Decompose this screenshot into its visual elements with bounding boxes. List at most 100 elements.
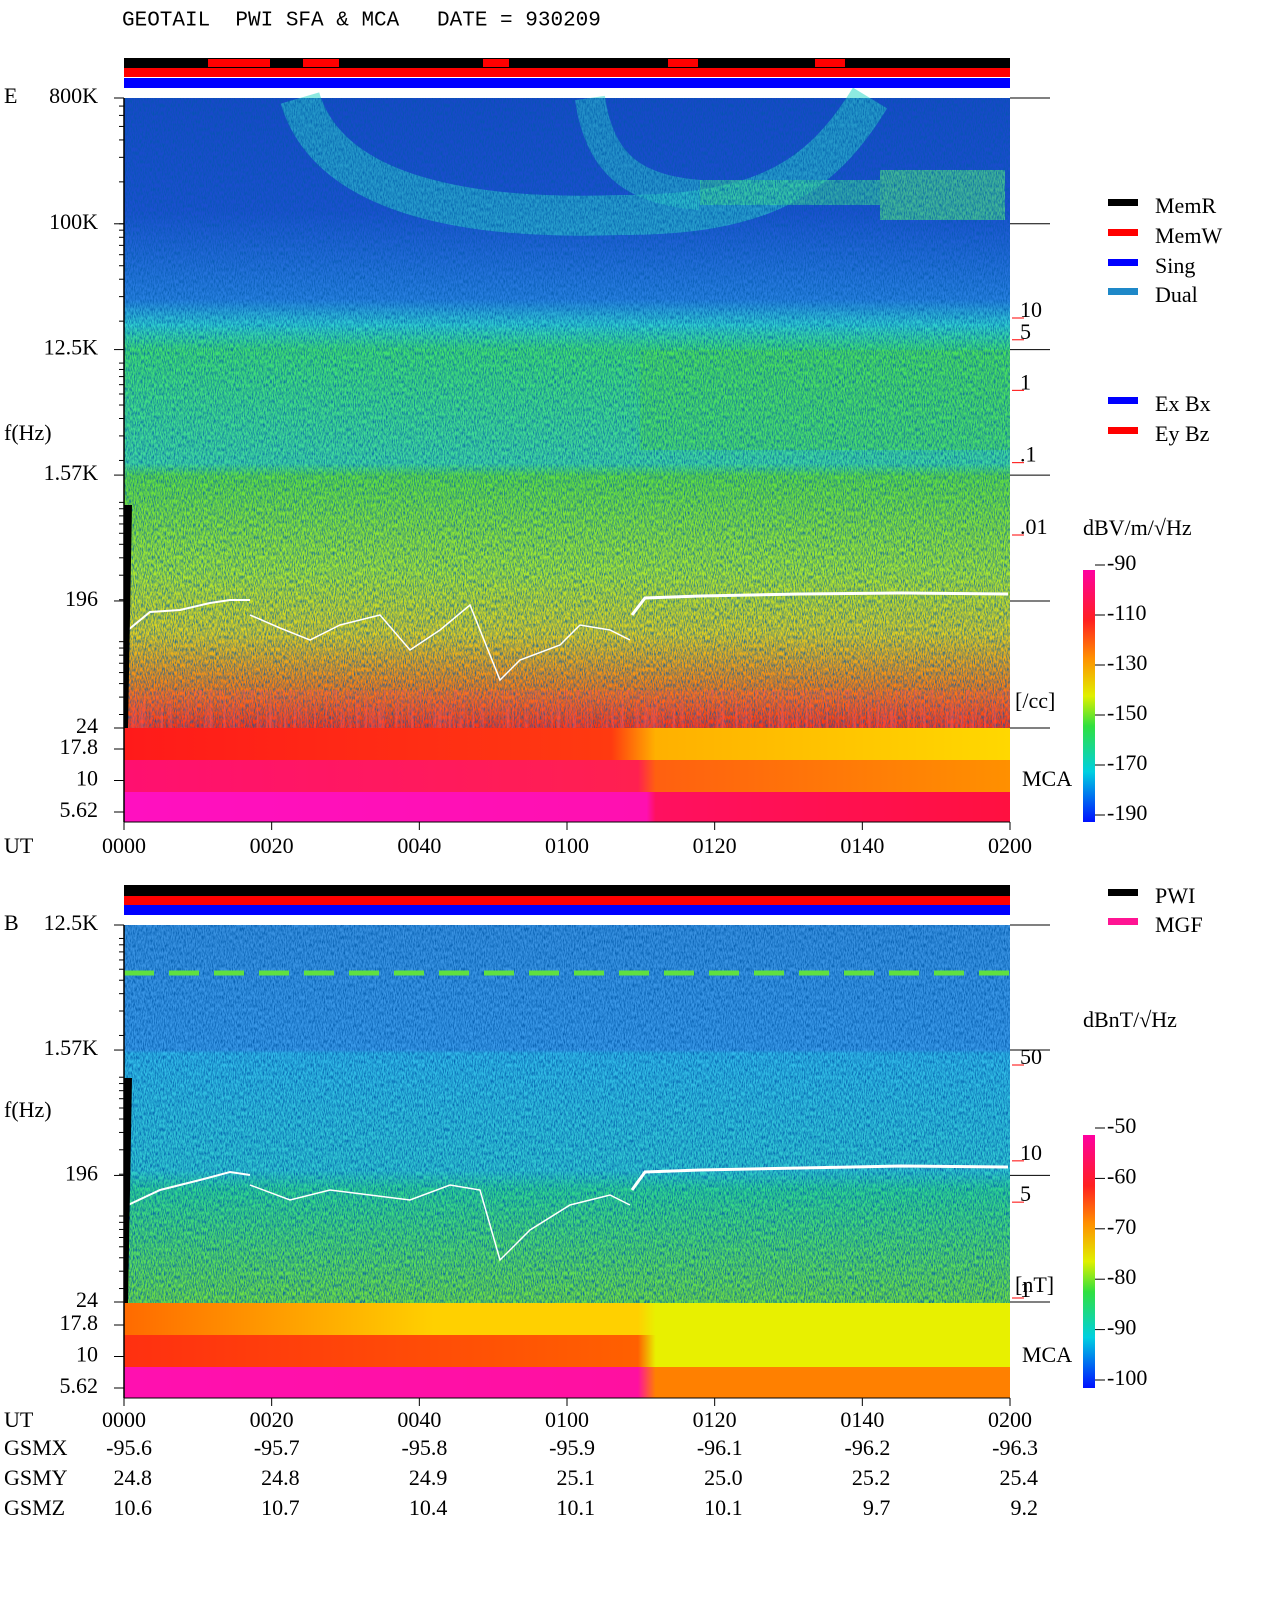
- ephemeris-value: -95.7: [254, 1435, 300, 1460]
- ephemeris-value: 9.2: [1011, 1495, 1039, 1520]
- pwi-bar: [124, 885, 1010, 896]
- y-tick-label: 196: [65, 1160, 98, 1185]
- status-trace: [124, 1078, 132, 1303]
- x-tick-label: 0120: [693, 1407, 737, 1432]
- legend-swatch: [1108, 288, 1138, 295]
- mca-tick-label: 17.8: [60, 1310, 99, 1335]
- density-tick-label: .1: [1020, 442, 1037, 467]
- x-tick-label: 0140: [840, 1407, 884, 1432]
- spectrogram-b: [124, 925, 1010, 1398]
- density-tick-label: 50: [1020, 1044, 1042, 1069]
- x-tick-label: 0140: [840, 833, 884, 858]
- memw-seg: [815, 59, 845, 67]
- y-tick-label: 1.57K: [44, 460, 99, 485]
- ephemeris-value: -95.8: [402, 1435, 448, 1460]
- ephemeris-value: 10.1: [704, 1495, 743, 1520]
- trace: [127, 1170, 251, 1206]
- y-tick-label: 1.57K: [44, 1035, 99, 1060]
- panel-label: E: [4, 83, 17, 108]
- colorbar-tick-label: -150: [1107, 700, 1147, 725]
- legend-swatch: [1108, 229, 1138, 236]
- spectrogram-e: [124, 87, 1010, 822]
- legend-label: MemR: [1155, 193, 1216, 218]
- x-tick-label: 0040: [397, 833, 441, 858]
- mca-label: MCA: [1022, 766, 1072, 791]
- legend-swatch: [1108, 427, 1138, 434]
- x-tick-label: 0100: [545, 833, 589, 858]
- mca-band: [124, 728, 1010, 760]
- mca-tick-label: 17.8: [60, 734, 99, 759]
- legend-label: MGF: [1155, 912, 1203, 937]
- mca-band: [124, 760, 1010, 792]
- y-tick-label: 100K: [49, 209, 98, 234]
- colorbar: [1083, 1135, 1095, 1388]
- ephemeris-value: 24.8: [261, 1465, 300, 1490]
- density-tick-label: 5: [1020, 319, 1031, 344]
- ephemeris-name: GSMZ: [4, 1495, 65, 1520]
- panel-label: B: [4, 910, 19, 935]
- colorbar-tick-label: -110: [1107, 600, 1147, 625]
- x-axis-label: UT: [4, 833, 34, 858]
- colorbar-tick-label: -70: [1107, 1214, 1136, 1239]
- mca-band: [124, 792, 1010, 822]
- legend-label: Dual: [1155, 282, 1198, 307]
- memw-seg: [483, 59, 509, 67]
- colorbar-tick-label: -50: [1107, 1113, 1136, 1138]
- texture: [124, 98, 1010, 728]
- status-bars-b: [124, 885, 1010, 915]
- density-tick-label: 10: [1020, 1140, 1042, 1165]
- colorbar-tick-label: -100: [1107, 1365, 1147, 1390]
- y-tick-label: 24: [76, 713, 98, 738]
- x-tick-label: 0120: [693, 833, 737, 858]
- colorbar-tick-label: -130: [1107, 650, 1147, 675]
- ephemeris-value: -96.3: [992, 1435, 1038, 1460]
- ephemeris-value: 9.7: [863, 1495, 891, 1520]
- memw-seg: [208, 59, 270, 67]
- ephemeris-value: 10.4: [409, 1495, 448, 1520]
- mca-tick-label: 10: [76, 766, 98, 791]
- trace: [127, 599, 250, 631]
- y-tick-label: 12.5K: [44, 910, 99, 935]
- legend-label: PWI: [1155, 883, 1195, 908]
- texture: [124, 690, 1010, 728]
- trace: [630, 1164, 1009, 1191]
- ephemeris-value: -95.9: [549, 1435, 595, 1460]
- x-tick-label: 0040: [397, 1407, 441, 1432]
- legend-label: Ey Bz: [1155, 421, 1210, 446]
- y-tick-label: 12.5K: [44, 335, 99, 360]
- colorbar-tick-label: -90: [1107, 1315, 1136, 1340]
- ephemeris-value: -96.2: [845, 1435, 891, 1460]
- mca-label: MCA: [1022, 1342, 1072, 1367]
- y-tick-label: 196: [65, 586, 98, 611]
- ephemeris-name: GSMX: [4, 1435, 68, 1460]
- memw-seg: [668, 59, 698, 67]
- x-tick-label: 0200: [988, 1407, 1032, 1432]
- y-axis-label: f(Hz): [4, 1097, 52, 1122]
- mca-tick-label: 10: [76, 1342, 98, 1367]
- y-axis-label: f(Hz): [4, 420, 52, 445]
- x-tick-label: 0020: [250, 1407, 294, 1432]
- density-label: [/cc]: [1015, 688, 1055, 713]
- legend-swatch: [1108, 259, 1138, 266]
- x-tick-label: 0020: [250, 833, 294, 858]
- colorbar-tick-label: -60: [1107, 1163, 1136, 1188]
- trace: [630, 591, 1009, 616]
- mca-band: [124, 1303, 1010, 1335]
- ephemeris-name: GSMY: [4, 1465, 68, 1490]
- colorbar-tick-label: -190: [1107, 800, 1147, 825]
- legend-swatch: [1108, 199, 1138, 206]
- mca-tick-label: 5.62: [60, 797, 99, 822]
- colorbar-label: dBV/m/√Hz: [1083, 515, 1192, 540]
- red-bar: [124, 896, 1010, 905]
- ephemeris-value: 25.0: [704, 1465, 743, 1490]
- y-tick-label: 800K: [49, 83, 98, 108]
- status-trace: [124, 505, 132, 728]
- colorbar: [1083, 570, 1095, 822]
- memr-bar: [124, 58, 1010, 68]
- header: GEOTAIL PWI SFA & MCA DATE = 930209: [122, 10, 601, 33]
- y-tick-label: 24: [76, 1287, 98, 1312]
- legend-label: Sing: [1155, 253, 1195, 278]
- ephemeris-value: 24.9: [409, 1465, 448, 1490]
- ephemeris-value: 25.2: [852, 1465, 891, 1490]
